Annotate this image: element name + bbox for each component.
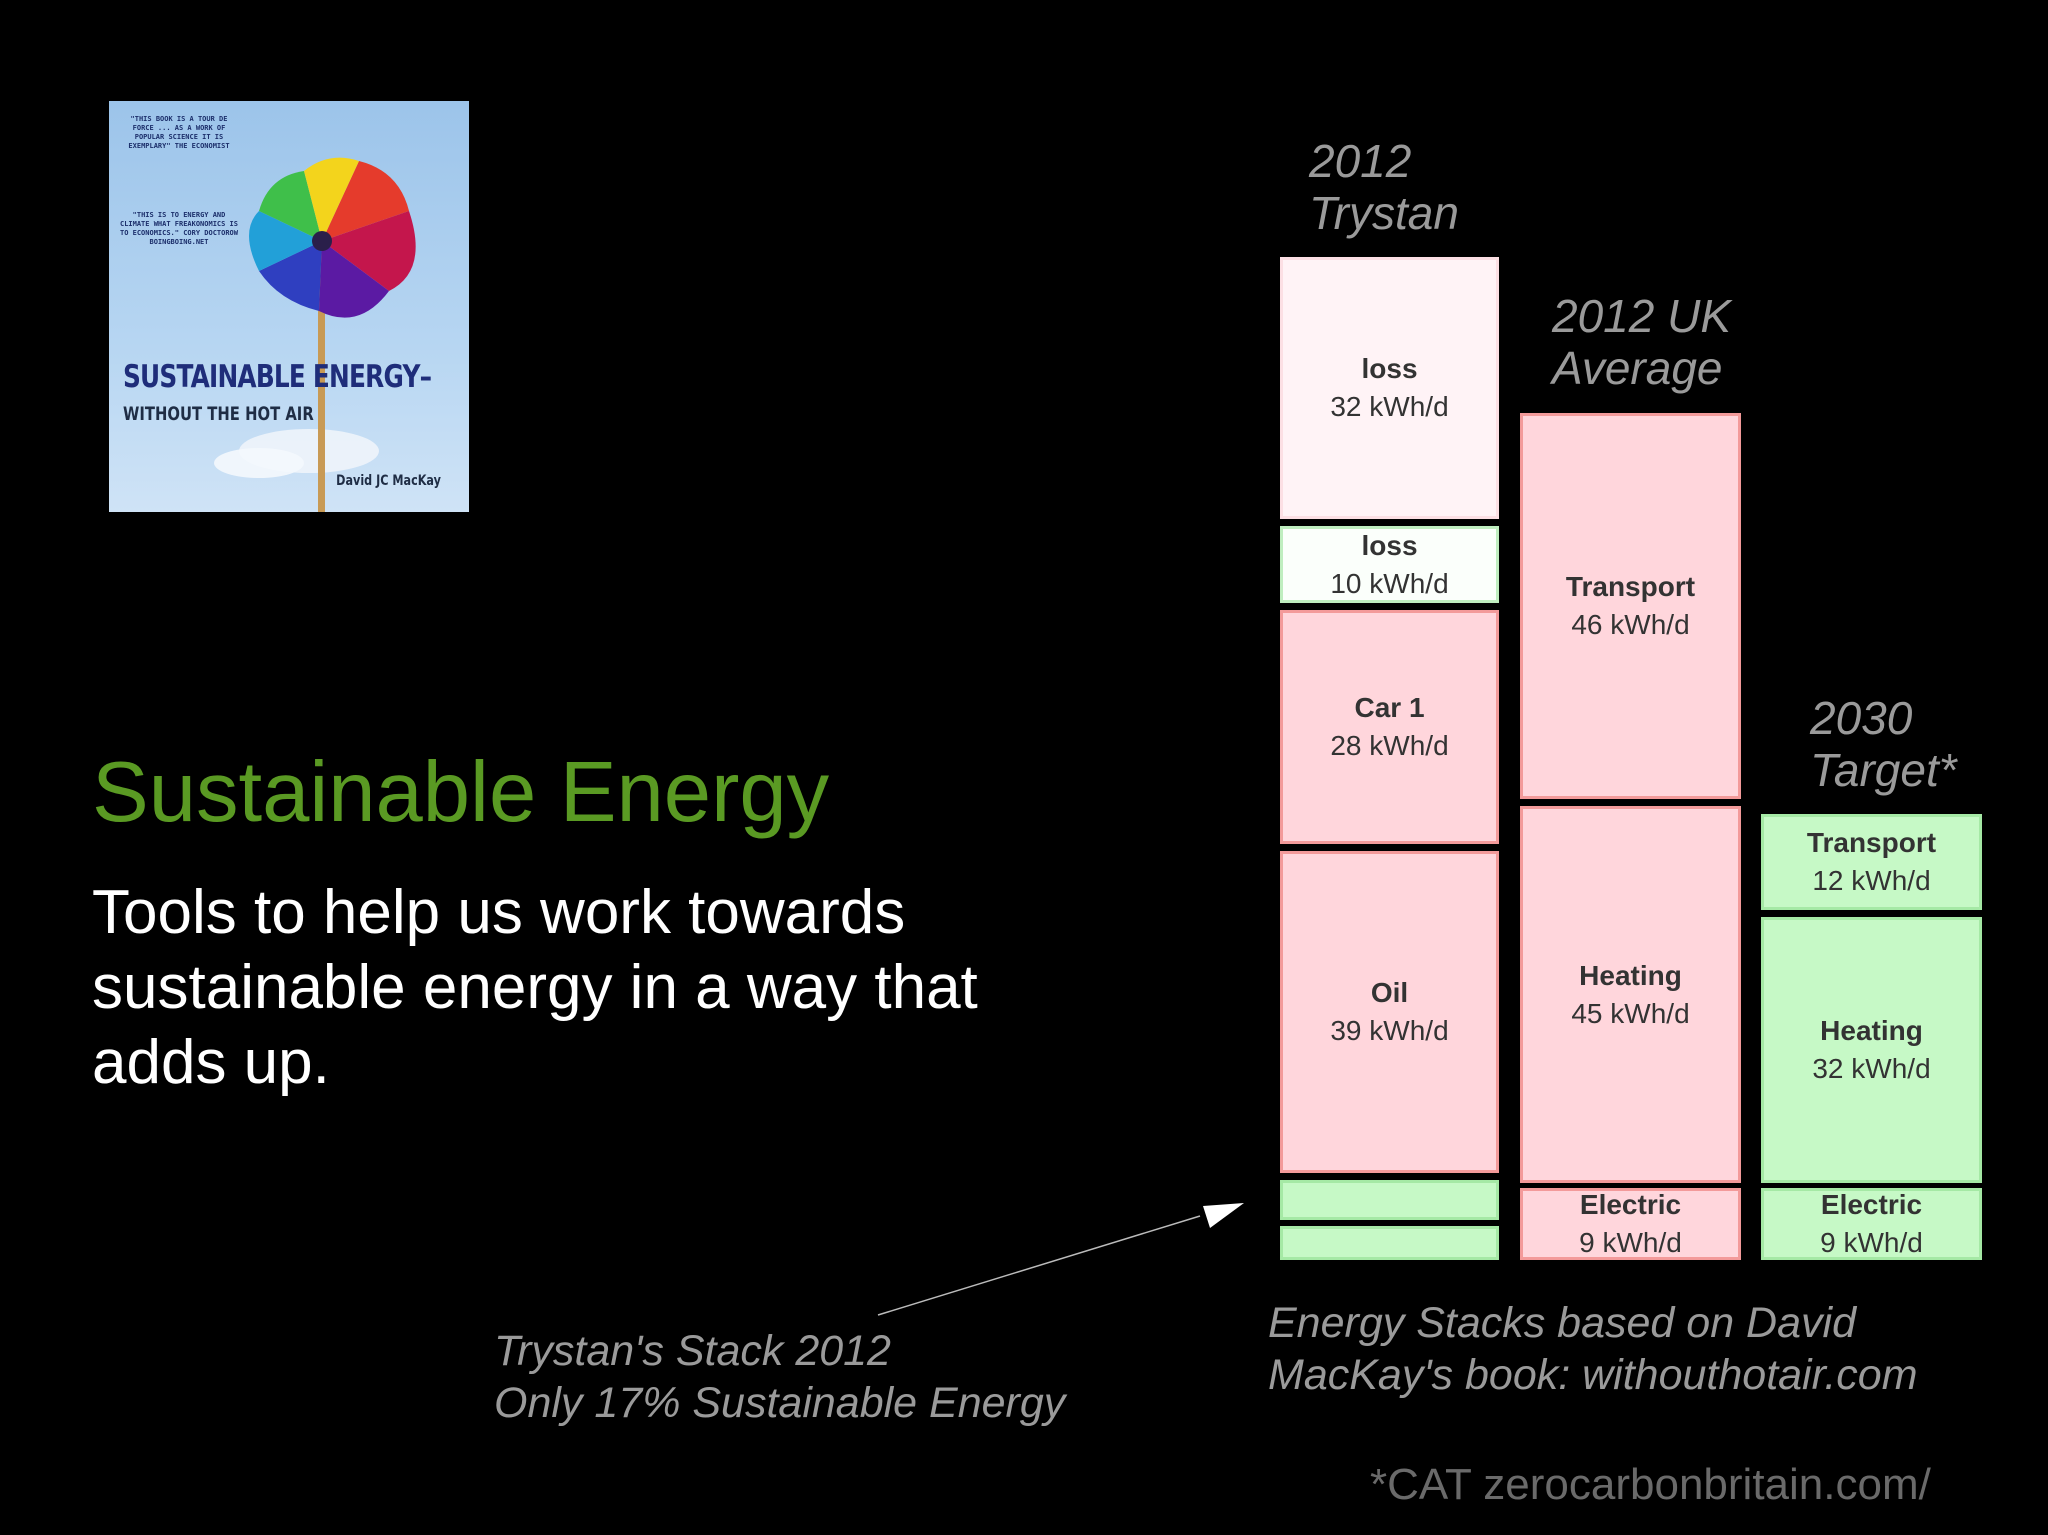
column-label-line: Trystan (1309, 187, 1459, 239)
pinwheel-illustration (214, 157, 416, 512)
book-title-part2: ENERGY– (312, 359, 432, 395)
book-blurb-2: "THIS IS TO ENERGY AND CLIMATE WHAT FREA… (119, 211, 238, 246)
block-value: 9 kWh/d (1579, 1227, 1682, 1258)
stack-block-uk-electric: Electric 9 kWh/d (1520, 1188, 1741, 1260)
block-name: Car 1 (1354, 692, 1425, 723)
stack-block-2030-electric: Electric 9 kWh/d (1761, 1188, 1982, 1260)
stack-block-uk-transport: Transport 46 kWh/d (1520, 413, 1741, 799)
column-label-2030-target: 2030 Target* (1810, 692, 1957, 796)
note-line: Energy Stacks based on David (1268, 1299, 1856, 1347)
block-value: 10 kWh/d (1330, 567, 1449, 599)
block-name: loss (1361, 353, 1418, 384)
block-name: Heating (1579, 959, 1682, 991)
stack-block-uk-heating: Heating 45 kWh/d (1520, 806, 1741, 1183)
block-name: Heating (1820, 1015, 1923, 1046)
column-label-uk-average: 2012 UK Average (1552, 290, 1731, 394)
trystan-stack-note: Trystan's Stack 2012 Only 17% Sustainabl… (494, 1325, 1065, 1429)
block-value: 28 kWh/d (1330, 730, 1449, 761)
block-value: 32 kWh/d (1812, 1053, 1931, 1084)
block-name: Transport (1565, 571, 1696, 602)
stack-block-loss-10: loss 10 kWh/d (1280, 526, 1499, 603)
book-title-part1: SUSTAINABLE (123, 359, 306, 395)
note-line: Only 17% Sustainable Energy (494, 1379, 1066, 1427)
slide-subtitle: Tools to help us work towards sustainabl… (92, 878, 978, 1097)
block-value: 12 kWh/d (1812, 865, 1931, 896)
stack-block-2030-transport: Transport 12 kWh/d (1761, 814, 1982, 910)
block-name: Transport (1806, 827, 1937, 858)
stack-block-2030-heating: Heating 32 kWh/d (1761, 917, 1982, 1183)
block-name: loss (1361, 529, 1418, 561)
block-name: Electric (1579, 1189, 1682, 1220)
block-name: Electric (1820, 1189, 1923, 1220)
block-value: 45 kWh/d (1571, 997, 1690, 1029)
block-value: 46 kWh/d (1571, 609, 1690, 640)
stack-block-green-2 (1280, 1226, 1499, 1260)
book-author: David JC MacKay (336, 473, 441, 489)
column-label-trystan: 2012 Trystan (1309, 135, 1459, 239)
slide-title: Sustainable Energy (92, 745, 830, 840)
block-value: 32 kWh/d (1330, 391, 1449, 422)
block-value: 9 kWh/d (1820, 1227, 1923, 1258)
note-line: MacKay's book: withouthotair.com (1268, 1351, 1918, 1399)
column-label-line: Average (1552, 342, 1723, 394)
column-label-line: 2030 (1810, 692, 1913, 744)
source-note: Energy Stacks based on David MacKay's bo… (1268, 1297, 1918, 1401)
book-title: SUSTAINABLE ENERGY– (123, 359, 432, 395)
column-label-line: 2012 UK (1552, 290, 1732, 342)
stack-block-car: Car 1 28 kWh/d (1280, 610, 1499, 844)
column-label-line: 2012 (1309, 135, 1412, 187)
book-blurb-1: "THIS BOOK IS A TOUR DE FORCE ... AS A W… (128, 115, 230, 150)
column-label-line: Target* (1810, 744, 1957, 796)
block-name: Oil (1370, 977, 1409, 1008)
stack-block-loss-32: loss 32 kWh/d (1280, 257, 1499, 519)
book-cover-image: "THIS BOOK IS A TOUR DE FORCE ... AS A W… (109, 101, 469, 512)
block-value: 39 kWh/d (1330, 1015, 1449, 1046)
note-line: Trystan's Stack 2012 (494, 1327, 891, 1375)
stack-block-oil: Oil 39 kWh/d (1280, 851, 1499, 1173)
stack-block-green-1 (1280, 1180, 1499, 1220)
book-subtitle: WITHOUT THE HOT AIR (123, 403, 314, 425)
footnote: *CAT zerocarbonbritain.com/ (1370, 1460, 1931, 1509)
